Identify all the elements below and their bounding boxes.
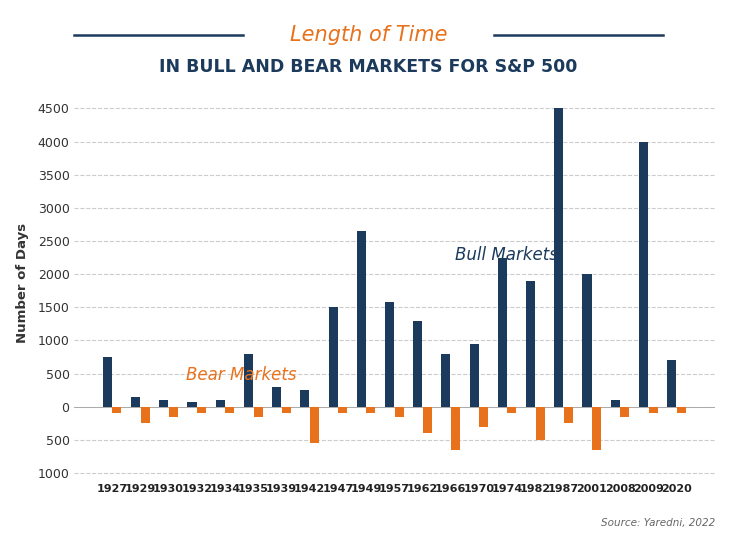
Bar [197,407,206,414]
Bar [592,407,601,450]
Bar [649,407,657,414]
Bar [423,407,432,433]
Bar [272,387,281,407]
Bar [621,407,629,417]
Text: Bull Markets: Bull Markets [455,246,558,264]
Bar [582,274,592,407]
Bar [497,257,507,407]
Text: Bear Markets: Bear Markets [186,366,296,384]
Bar [301,390,310,407]
Bar [141,407,150,423]
Bar [131,397,140,407]
Bar [216,400,225,407]
Bar [639,142,648,407]
Bar [357,231,366,407]
Bar [554,109,563,407]
Bar [282,407,291,414]
Bar [329,308,338,407]
Bar [187,402,197,407]
Bar [338,407,347,414]
Bar [159,400,168,407]
Bar [413,321,422,407]
Text: IN BULL AND BEAR MARKETS FOR S&P 500: IN BULL AND BEAR MARKETS FOR S&P 500 [159,58,578,76]
Bar [113,407,122,414]
Y-axis label: Number of Days: Number of Days [16,222,29,343]
Bar [677,407,685,414]
Bar [103,357,112,407]
Bar [244,354,253,407]
Bar [536,407,545,440]
Bar [508,407,517,414]
Bar [526,281,535,407]
Bar [564,407,573,423]
Text: Source: Yaredni, 2022: Source: Yaredni, 2022 [601,518,715,528]
Bar [310,407,319,443]
Bar [441,354,450,407]
Bar [469,344,478,407]
Bar [226,407,234,414]
Bar [451,407,460,450]
Text: Length of Time: Length of Time [290,25,447,45]
Bar [479,407,488,427]
Bar [611,400,620,407]
Bar [254,407,262,417]
Bar [169,407,178,417]
Bar [667,360,676,407]
Bar [385,302,394,407]
Bar [366,407,375,414]
Bar [394,407,404,417]
